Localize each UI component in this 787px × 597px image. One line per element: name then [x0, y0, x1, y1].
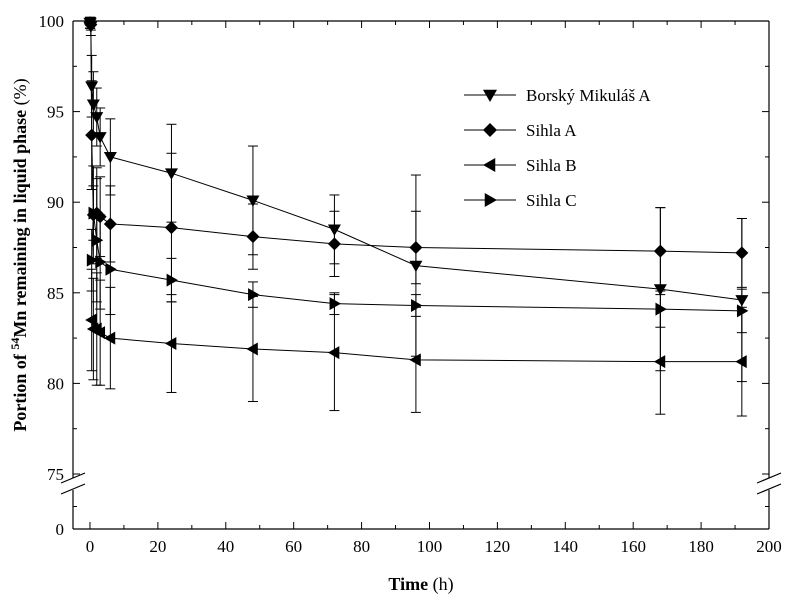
- data-point: [409, 353, 421, 367]
- data-point: [86, 99, 100, 111]
- x-axis-title-unit: (h): [428, 574, 454, 595]
- data-point: [164, 337, 177, 351]
- data-point: [86, 253, 99, 267]
- legend-label: Sihla C: [526, 191, 577, 210]
- x-tick-label: 140: [553, 537, 579, 556]
- data-point: [411, 298, 423, 312]
- data-point: [166, 273, 178, 287]
- x-tick-label: 200: [756, 537, 782, 556]
- data-point: [105, 262, 117, 276]
- axis-break-right-b: [756, 483, 782, 495]
- data-point: [653, 244, 667, 258]
- legend-item: Borský Mikuláš A: [464, 86, 651, 105]
- data-point: [735, 246, 749, 260]
- data-point: [246, 195, 260, 207]
- axis-break-left-a: [60, 472, 86, 484]
- x-axis-title-main: Time: [388, 574, 428, 594]
- legend: Borský Mikuláš A Sihla A Sihla B Sihla C: [464, 86, 651, 210]
- data-point: [85, 313, 97, 327]
- axis-ticks: 0 20 40 60 80 100 120 140 160 180 200 75 80 85 90 95 100…: [39, 12, 782, 556]
- y-tick-label: 85: [47, 284, 64, 303]
- y-axis-title-prefix: Portion of: [10, 350, 30, 432]
- y-tick-label: 75: [47, 465, 64, 484]
- y-axis-title-unit: (%): [10, 78, 31, 109]
- x-tick-label: 40: [217, 537, 234, 556]
- data-point: [735, 355, 747, 369]
- series-line: [91, 319, 742, 363]
- legend-label: Sihla A: [526, 121, 577, 140]
- y-tick-label: 100: [39, 12, 65, 31]
- x-axis-title: Time (h): [388, 574, 453, 595]
- x-tick-label: 0: [86, 537, 95, 556]
- data-point: [409, 241, 423, 254]
- y-tick-label: 0: [56, 520, 65, 539]
- y-axis-title-superscript: 54: [8, 338, 22, 350]
- series-3: [86, 178, 749, 334]
- legend-label: Borský Mikuláš A: [526, 86, 651, 105]
- data-point: [90, 112, 104, 124]
- y-tick-label: 80: [47, 374, 64, 393]
- data-point: [88, 206, 100, 220]
- series-1: [83, 16, 749, 303]
- legend-item: Sihla A: [464, 121, 577, 140]
- legend-marker: [483, 158, 496, 172]
- data-point: [85, 128, 99, 142]
- data-point: [655, 302, 667, 316]
- x-tick-label: 180: [688, 537, 714, 556]
- data-point: [93, 326, 106, 340]
- plot-frame: [60, 20, 782, 530]
- data-point: [164, 221, 178, 235]
- series-layer: [83, 16, 749, 417]
- data-point: [327, 346, 340, 360]
- legend-marker: [483, 89, 497, 102]
- legend-marker: [483, 123, 497, 137]
- data-point: [91, 233, 104, 247]
- x-tick-label: 60: [285, 537, 302, 556]
- legend-marker: [484, 193, 497, 207]
- data-point: [84, 18, 98, 32]
- y-axis-title-suffix: Mn remaining in liquid phase: [10, 110, 30, 338]
- data-point: [246, 342, 258, 356]
- axis-break-left-b: [60, 483, 86, 495]
- data-point: [329, 297, 341, 311]
- y-tick-label: 95: [47, 103, 64, 122]
- data-point: [327, 237, 341, 251]
- y-tick-label: 90: [47, 193, 64, 212]
- x-tick-label: 120: [485, 537, 511, 556]
- x-tick-label: 20: [149, 537, 166, 556]
- data-point: [736, 304, 749, 318]
- data-point: [95, 255, 107, 269]
- x-tick-label: 80: [353, 537, 370, 556]
- axis-break-right-a: [756, 472, 782, 484]
- data-point: [246, 230, 260, 244]
- data-point: [653, 355, 666, 369]
- y-axis-title: Portion of 54Mn remaining in liquid phas…: [8, 78, 31, 431]
- legend-item: Sihla B: [464, 156, 577, 175]
- data-point: [248, 288, 260, 302]
- x-tick-label: 100: [417, 537, 443, 556]
- legend-item: Sihla C: [464, 191, 577, 210]
- data-point: [103, 331, 116, 345]
- legend-label: Sihla B: [526, 156, 577, 175]
- data-point: [103, 152, 117, 164]
- x-tick-label: 160: [620, 537, 646, 556]
